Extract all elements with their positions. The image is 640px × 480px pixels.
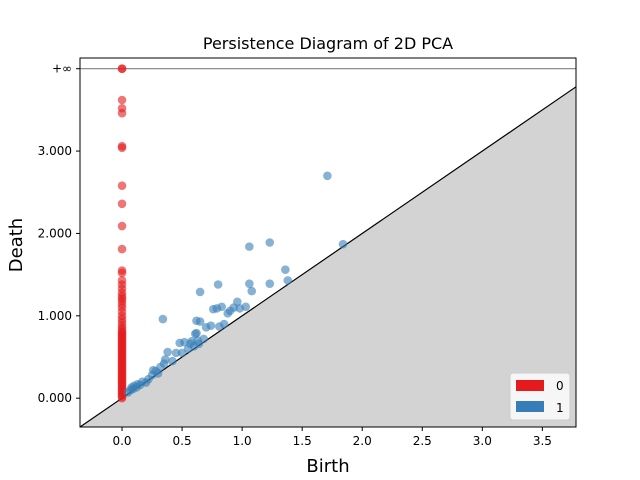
x-axis-label: Birth: [306, 456, 349, 477]
x-tick-label: 0.0: [112, 434, 131, 448]
legend-swatch-1: [516, 401, 544, 412]
point-series-1-43: [217, 302, 227, 312]
x-tick-label: 3.0: [473, 434, 492, 448]
point-series-0-59: [117, 244, 127, 254]
point-series-1-35: [195, 287, 205, 297]
point-series-0-58: [117, 266, 127, 275]
x-tick-label: 2.5: [413, 434, 432, 448]
point-series-1-19: [158, 314, 168, 324]
point-series-1-59: [338, 239, 348, 249]
point-series-0-62: [117, 181, 127, 190]
point-series-1-36: [199, 334, 208, 344]
point-series-0-64: [117, 141, 127, 151]
point-series-1-58: [323, 171, 332, 181]
y-axis-label: Death: [6, 218, 27, 272]
point-series-1-57: [283, 276, 293, 285]
point-series-0-56: [117, 276, 127, 285]
y-tick-label: 2.000: [38, 226, 72, 240]
point-series-0-67: [117, 95, 127, 105]
point-series-1-48: [233, 297, 242, 307]
y-axis: 0.000 1.000 2.000 3.000 +∞: [38, 62, 80, 405]
point-series-0-69: [117, 64, 127, 74]
point-series-1-55: [265, 279, 275, 288]
y-tick-label: +∞: [52, 62, 72, 76]
x-tick-label: 3.5: [533, 434, 552, 448]
y-tick-label: 1.000: [38, 309, 72, 323]
plot-frame: [79, 57, 577, 428]
x-tick-label: 1.0: [233, 434, 252, 448]
points-layer: [117, 64, 348, 403]
point-series-1-14: [153, 369, 163, 378]
y-tick-label: 3.000: [38, 144, 72, 158]
x-tick-label: 0.5: [173, 434, 192, 448]
point-series-1-53: [247, 286, 257, 296]
x-tick-label: 1.5: [293, 434, 312, 448]
point-series-0-60: [117, 221, 127, 231]
point-series-1-34: [195, 317, 205, 326]
point-series-1-54: [265, 238, 275, 247]
point-series-1-44: [219, 319, 229, 329]
legend: 0 1: [509, 372, 571, 421]
legend-label-0: 0: [556, 379, 564, 393]
legend-label-1: 1: [556, 401, 564, 415]
point-series-1-52: [245, 279, 254, 288]
point-series-1-21: [171, 348, 181, 358]
point-series-1-50: [241, 302, 251, 312]
x-axis: 0.0 0.5 1.0 1.5 2.0 2.5 3.0 3.5: [112, 427, 552, 448]
point-series-1-17: [160, 355, 170, 364]
point-series-1-18: [163, 347, 172, 357]
point-series-1-23: [177, 348, 187, 358]
point-series-1-51: [245, 242, 254, 251]
point-series-1-38: [206, 321, 216, 330]
legend-swatch-0: [516, 380, 544, 391]
point-series-0-61: [117, 199, 127, 209]
plot-area: [80, 64, 576, 427]
y-tick-label: 0.000: [38, 391, 72, 405]
point-series-1-56: [281, 265, 290, 274]
point-series-0-66: [117, 103, 127, 113]
chart-title: Persistence Diagram of 2D PCA: [203, 34, 453, 53]
point-series-1-30: [192, 328, 201, 338]
point-series-1-20: [168, 356, 177, 366]
x-tick-label: 2.0: [353, 434, 372, 448]
point-series-1-41: [213, 280, 223, 289]
